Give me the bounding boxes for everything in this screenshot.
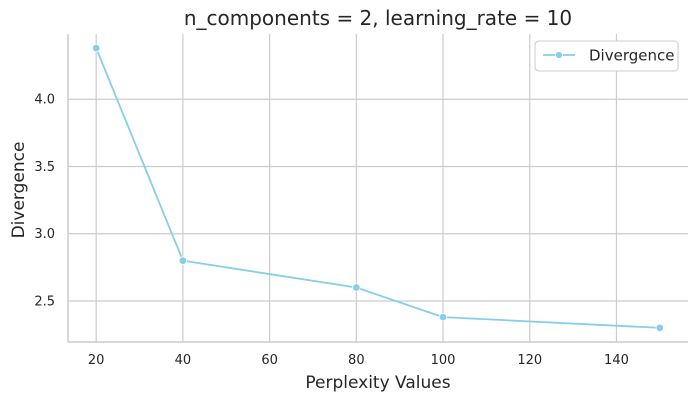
x-axis-label: Perplexity Values [305,373,450,393]
y-axis-label: Divergence [9,142,29,239]
legend-marker [555,51,563,59]
legend-box [534,40,679,72]
x-tick-label: 60 [261,353,278,368]
legend: Divergence [534,40,679,72]
legend-label-divergence: Divergence [589,47,674,65]
x-tick-label: 20 [88,353,105,368]
x-tick-label: 120 [517,353,542,368]
x-tick-label: 80 [348,353,365,368]
x-tick-label: 40 [175,353,192,368]
chart-title: n_components = 2, learning_rate = 10 [184,6,572,30]
y-tick-label: 3.0 [34,227,55,242]
data-point [91,43,101,53]
y-tick-label: 2.5 [34,294,55,309]
ticks: 20 40 60 80 100 120 140 2.5 3.0 3.5 4.0 [34,93,629,368]
axes [67,34,688,343]
x-tick-label: 100 [431,353,456,368]
data-point [352,283,361,292]
data-point [178,256,188,265]
data-point [655,323,665,333]
y-tick-label: 4.0 [34,93,55,108]
data-point [438,312,448,322]
series [91,43,665,333]
y-tick-label: 3.5 [34,160,55,175]
x-tick-label: 140 [604,353,629,368]
